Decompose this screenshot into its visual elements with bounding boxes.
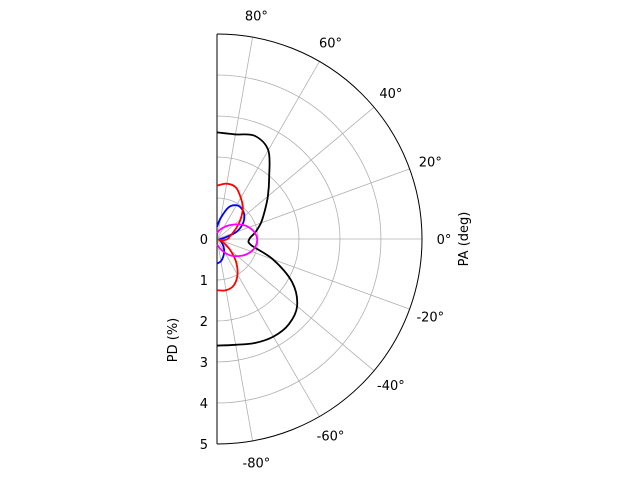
angle-tick-label: -40°	[377, 379, 405, 394]
radial-tick-label: 3	[200, 356, 208, 371]
radial-tick-label: 0	[200, 233, 208, 248]
angular-grid-spoke	[216, 106, 375, 240]
angular-grid-spoke	[216, 238, 253, 441]
angular-grid-spoke	[216, 238, 375, 372]
angle-tick-label: -80°	[243, 457, 271, 472]
angular-grid-spoke	[216, 37, 253, 240]
radial-tick-label: 1	[200, 274, 208, 289]
radial-tick-label: 5	[200, 438, 208, 453]
chart-frame	[216, 33, 423, 445]
angle-tick-label: 60°	[319, 36, 342, 51]
angular-grid-spoke	[216, 238, 320, 417]
series-line-1	[216, 131, 299, 347]
radial-tick-label: 2	[200, 315, 208, 330]
radial-axis-label: PD (%)	[166, 318, 181, 362]
angle-tick-label: 0°	[437, 233, 452, 248]
tick-labels: -80° -60° -40° -20° 0° 20° 40° 60° 80° 0 1 2 3 4 5	[200, 9, 452, 471]
angle-tick-label: 80°	[245, 9, 268, 24]
angle-tick-label: 40°	[379, 87, 402, 102]
series-layer	[216, 131, 299, 347]
grid-layer	[216, 37, 422, 441]
angular-grid-spoke	[216, 238, 410, 310]
angle-tick-label: -60°	[317, 430, 345, 445]
angle-tick-label: -20°	[416, 311, 444, 326]
series-line-3	[216, 182, 244, 292]
radial-tick-label: 4	[200, 397, 208, 412]
series-line-4	[216, 223, 259, 258]
angle-tick-label: 20°	[419, 155, 442, 170]
outer-arc	[216, 33, 423, 445]
angle-axis-label: PA (deg)	[457, 212, 472, 267]
